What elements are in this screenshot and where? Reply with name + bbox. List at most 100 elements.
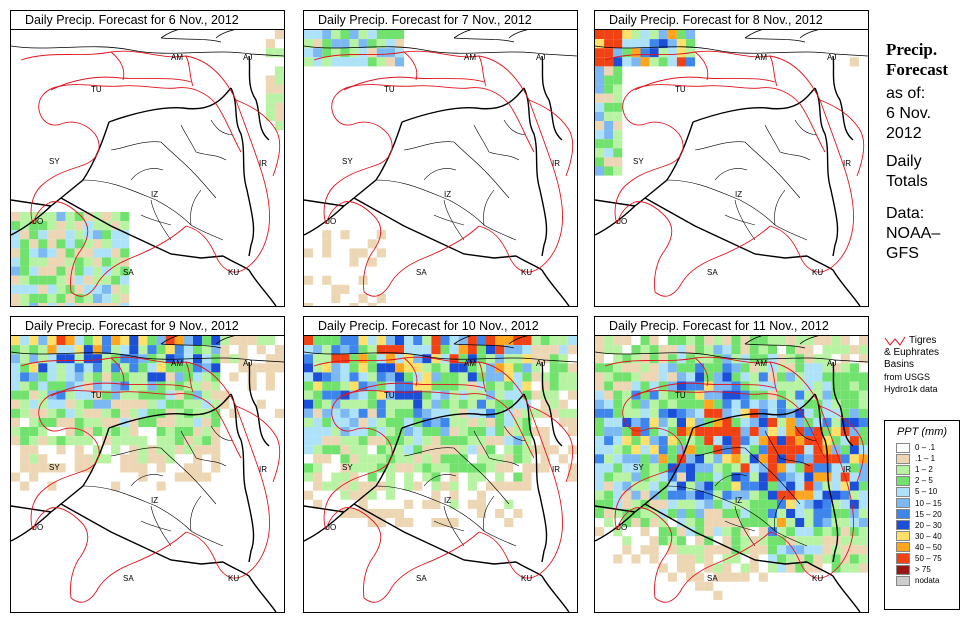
precip-cell: [349, 463, 359, 473]
precip-cell: [256, 363, 266, 373]
precip-cell: [458, 390, 468, 400]
precip-cell: [183, 408, 193, 418]
precip-cell: [831, 499, 841, 509]
precip-cell: [495, 372, 505, 382]
precip-cell: [111, 363, 121, 373]
precip-cell: [349, 408, 359, 418]
precip-cell: [567, 381, 577, 391]
precip-cell: [183, 417, 193, 427]
legend-swatch: [896, 475, 910, 486]
boundary-line: [160, 141, 217, 199]
precip-cell: [431, 436, 441, 446]
precip-cell: [767, 399, 777, 409]
precip-cell: [813, 436, 823, 446]
precip-cell: [74, 445, 84, 455]
precip-cell: [704, 436, 714, 446]
precip-cell: [38, 417, 48, 427]
precip-cell: [822, 536, 832, 546]
precip-cell: [649, 427, 659, 437]
precip-cell: [74, 436, 84, 446]
precip-cell: [11, 399, 21, 409]
precip-cell: [431, 381, 441, 391]
precip-cell: [831, 363, 841, 373]
precip-cell: [822, 408, 832, 418]
precip-cell: [458, 381, 468, 391]
precip-cell: [667, 499, 677, 509]
precip-cell: [495, 345, 505, 355]
precip-cell: [467, 381, 477, 391]
precip-cell: [749, 372, 759, 382]
legend-item: 40 – 50: [896, 542, 959, 553]
precip-cell: [522, 345, 532, 355]
precip-cell: [686, 372, 696, 382]
precip-cell: [376, 454, 386, 464]
precip-cell: [695, 581, 705, 591]
boundary-line: [774, 224, 808, 241]
precip-cell: [274, 408, 284, 418]
country-label: AJ: [243, 53, 252, 62]
precip-cell: [331, 284, 341, 294]
precip-cell: [749, 472, 759, 482]
boundary-line: [779, 151, 811, 161]
precip-cell: [265, 48, 275, 58]
boundary-line: [644, 197, 808, 259]
precip-cell: [622, 48, 632, 58]
legend-label: 15 – 20: [915, 509, 942, 519]
precip-cell: [65, 417, 75, 427]
precip-cell: [476, 345, 486, 355]
precip-cell: [504, 518, 514, 528]
precip-cell: [458, 445, 468, 455]
precip-cell: [786, 463, 796, 473]
precip-cell: [513, 417, 523, 427]
precip-cell: [120, 230, 130, 240]
precip-cell: [65, 336, 75, 346]
precip-cell: [322, 336, 332, 346]
precip-cell: [613, 345, 623, 355]
precip-cell: [83, 336, 93, 346]
precip-cell: [385, 381, 395, 391]
precip-cell: [486, 463, 496, 473]
precip-cell: [165, 445, 175, 455]
precip-cell: [858, 536, 868, 546]
boundary-line: [541, 575, 570, 612]
precip-cell: [20, 257, 30, 267]
basin-outline: [363, 225, 480, 297]
precip-cell: [795, 563, 805, 573]
precip-cell: [56, 248, 66, 258]
boundary-line: [595, 45, 868, 57]
precip-cell: [147, 408, 157, 418]
precip-cell: [740, 472, 750, 482]
precip-cell: [449, 390, 459, 400]
precip-cell: [604, 463, 614, 473]
boundary-line: [488, 151, 520, 161]
precip-cell: [667, 399, 677, 409]
precip-cell: [65, 230, 75, 240]
precip-cell: [558, 381, 568, 391]
boundary-line: [779, 457, 811, 467]
precip-cell: [56, 408, 66, 418]
precip-cell: [476, 508, 486, 518]
precip-cell: [358, 499, 368, 509]
precip-cell: [804, 381, 814, 391]
country-label: IR: [843, 159, 851, 168]
boundary-line: [190, 224, 224, 241]
precip-cell: [495, 436, 505, 446]
precip-cell: [604, 436, 614, 446]
precip-cell: [11, 372, 21, 382]
boundary-line: [744, 447, 801, 505]
precip-cell: [65, 303, 75, 306]
precip-cell: [367, 399, 377, 409]
precip-cell: [858, 499, 868, 509]
precip-cell: [331, 354, 341, 364]
basin-outline: [528, 405, 574, 483]
precip-cell: [704, 581, 714, 591]
precip-cell: [686, 454, 696, 464]
boundary-line: [774, 495, 786, 532]
precip-cell: [686, 490, 696, 500]
precip-cell: [695, 545, 705, 555]
precip-cell: [193, 472, 203, 482]
precip-cell: [358, 363, 368, 373]
precip-cell: [440, 345, 450, 355]
precip-cell: [29, 363, 39, 373]
precip-cell: [822, 436, 832, 446]
